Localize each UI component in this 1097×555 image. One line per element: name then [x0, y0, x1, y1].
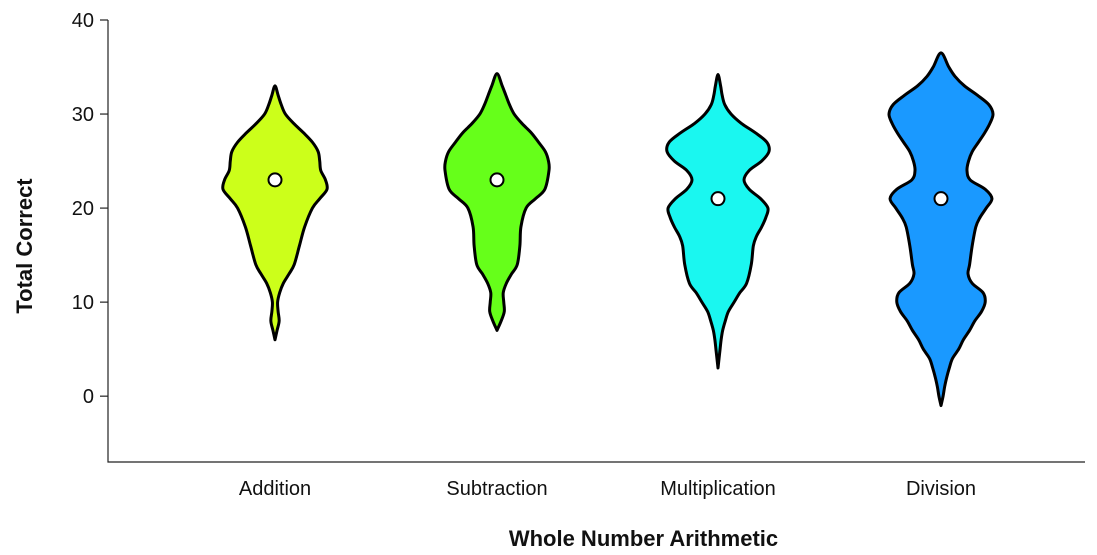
axes-group: 0 10 20 30 40 Addition Subtraction Multiplicati…	[72, 10, 1085, 500]
violin-division	[887, 51, 995, 408]
violin-subtraction	[443, 72, 551, 332]
y-tick-label: 40	[72, 10, 94, 32]
x-tick-label: Division	[906, 478, 976, 500]
violin-addition	[221, 84, 329, 342]
median-point	[933, 191, 949, 207]
y-tick-label: 30	[72, 104, 94, 126]
median-point	[489, 172, 505, 188]
y-tick-label: 20	[72, 198, 94, 220]
violin-multiplication	[665, 73, 771, 370]
x-tick-label: Addition	[239, 478, 311, 500]
x-tick-label: Multiplication	[660, 478, 776, 500]
y-tick-label: 10	[72, 292, 94, 314]
x-tick-label: Subtraction	[446, 478, 547, 500]
y-axis-title: Total Correct	[12, 178, 37, 314]
violins-group	[221, 51, 995, 408]
axis-lines	[107, 20, 1085, 463]
median-point	[267, 172, 283, 188]
median-point	[710, 191, 726, 207]
y-tick-label: 0	[83, 386, 94, 408]
x-axis-title: Whole Number Arithmetic	[509, 526, 778, 551]
